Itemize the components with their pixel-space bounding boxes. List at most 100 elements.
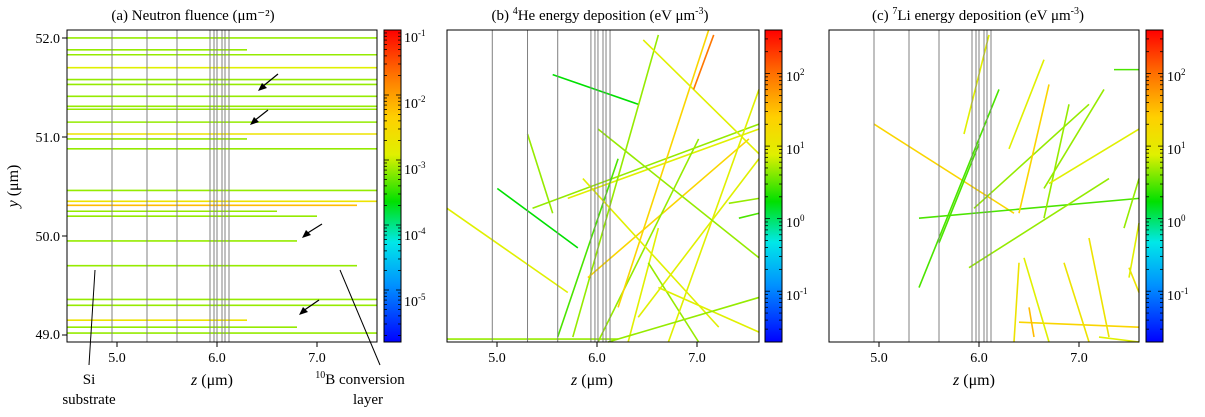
colorbar-tick-label: 10-5 bbox=[404, 292, 426, 310]
panel-a-x-axis-label: z (μm) bbox=[190, 372, 233, 389]
colorbar-c-minor-ticks bbox=[1146, 38, 1163, 343]
particle-track bbox=[667, 89, 760, 343]
x-tick-label: 7.0 bbox=[308, 351, 326, 366]
y-tick-label: 50.0 bbox=[36, 230, 61, 245]
y-tick-label: 51.0 bbox=[36, 131, 61, 146]
particle-track bbox=[1018, 321, 1140, 328]
panel-c-colorbar: 102 101 100 10-1 bbox=[1145, 29, 1189, 343]
particle-track bbox=[446, 207, 569, 294]
panel-c-x-axis: 5.0 6.0 7.0 z (μm) bbox=[870, 342, 1088, 389]
particle-track bbox=[918, 89, 1000, 288]
x-tick-label: 7.0 bbox=[688, 351, 706, 366]
x-tick-label: 6.0 bbox=[588, 351, 606, 366]
colorbar-tick-label: 10-1 bbox=[1167, 286, 1189, 304]
panel-b-title: (b) 4He energy deposition (eV μm-3) bbox=[491, 6, 708, 24]
particle-track bbox=[496, 187, 579, 249]
particle-track bbox=[582, 178, 720, 328]
panel-b-layer-boundaries bbox=[491, 30, 611, 342]
particle-track bbox=[692, 34, 715, 90]
panel-b-plot-frame bbox=[446, 29, 760, 343]
arrow-icon bbox=[258, 73, 279, 91]
panel-b-x-axis-label: z (μm) bbox=[570, 372, 613, 389]
conversion-layer-label: 10B conversion bbox=[315, 370, 405, 388]
colorbar-tick-label: 10-1 bbox=[404, 28, 426, 46]
arrow-icon bbox=[250, 109, 269, 125]
particle-track bbox=[597, 138, 700, 343]
particle-track bbox=[968, 177, 1110, 269]
si-substrate-label-line2: substrate bbox=[62, 392, 116, 408]
particle-track bbox=[1008, 59, 1045, 150]
panel-a-x-axis: 5.0 6.0 7.0 z (μm) bbox=[108, 342, 326, 389]
colorbar-c-gradient bbox=[1145, 29, 1164, 343]
particle-track bbox=[627, 227, 660, 343]
particle-track bbox=[532, 123, 760, 210]
x-tick-label: 6.0 bbox=[208, 351, 226, 366]
particle-track bbox=[728, 197, 760, 205]
panel-c-plot-frame bbox=[828, 29, 1140, 343]
colorbar-tick-label: 102 bbox=[786, 67, 805, 85]
x-tick-label: 7.0 bbox=[1070, 351, 1088, 366]
si-substrate-leader-line bbox=[88, 269, 96, 366]
particle-track bbox=[1088, 237, 1110, 338]
panel-a-y-axis-label: y (μm) bbox=[5, 165, 22, 210]
panel-a-layer-boundaries bbox=[111, 30, 230, 342]
particle-track bbox=[738, 212, 760, 219]
y-tick-label: 49.0 bbox=[36, 328, 61, 343]
particle-track bbox=[642, 39, 760, 155]
arrow-icon bbox=[299, 299, 320, 315]
colorbar-tick-label: 101 bbox=[786, 140, 805, 158]
panel-a-plot-frame bbox=[66, 29, 378, 343]
panel-c-title: (c) 7Li energy deposition (eV μm-3) bbox=[872, 6, 1084, 24]
panel-c: (c) 7Li energy deposition (eV μm-3) 5.0 … bbox=[828, 6, 1189, 389]
panel-a: (a) Neutron fluence (μm⁻²) 52.0 51.0 50.… bbox=[5, 8, 426, 408]
particle-track bbox=[938, 143, 980, 244]
particle-track bbox=[572, 34, 660, 338]
particle-track bbox=[567, 128, 760, 200]
particle-track bbox=[587, 138, 750, 279]
colorbar-tick-label: 100 bbox=[1167, 213, 1186, 231]
colorbar-tick-label: 10-2 bbox=[404, 94, 426, 112]
x-tick-label: 5.0 bbox=[870, 351, 888, 366]
colorbar-tick-label: 101 bbox=[1167, 140, 1186, 158]
x-tick-label: 5.0 bbox=[108, 351, 126, 366]
panel-a-title: (a) Neutron fluence (μm⁻²) bbox=[111, 8, 274, 24]
particle-track bbox=[637, 158, 760, 318]
panel-a-colorbar: 10-1 10-2 10-3 10-4 10-5 bbox=[383, 28, 426, 343]
panel-c-tracks bbox=[873, 34, 1140, 343]
particle-track bbox=[1048, 128, 1140, 185]
panel-c-x-axis-label: z (μm) bbox=[952, 372, 995, 389]
panel-a-y-axis: 52.0 51.0 50.0 49.0 y (μm) bbox=[5, 32, 67, 343]
y-tick-label: 52.0 bbox=[36, 32, 61, 47]
particle-track bbox=[607, 296, 760, 343]
particle-track bbox=[1063, 262, 1090, 343]
colorbar-b-minor-ticks bbox=[765, 38, 782, 343]
conversion-layer-leader-line bbox=[339, 269, 381, 366]
panel-b: (b) 4He energy deposition (eV μm-3) 5.0 … bbox=[446, 6, 808, 389]
particle-track bbox=[1028, 307, 1035, 338]
particle-track bbox=[1023, 257, 1050, 343]
panel-c-layer-boundaries bbox=[873, 30, 992, 342]
particle-track bbox=[552, 73, 639, 106]
x-tick-label: 5.0 bbox=[488, 351, 506, 366]
particle-track bbox=[617, 29, 710, 308]
panel-b-colorbar: 102 101 100 10-1 bbox=[764, 29, 808, 343]
panel-a-annotations: Si substrate 10B conversion layer bbox=[62, 73, 405, 408]
colorbar-a-minor-ticks bbox=[384, 29, 401, 336]
particle-track bbox=[597, 128, 760, 259]
colorbar-tick-label: 10-3 bbox=[404, 160, 426, 178]
particle-track bbox=[1013, 262, 1020, 343]
panel-b-x-axis: 5.0 6.0 7.0 z (μm) bbox=[488, 342, 706, 389]
x-tick-label: 6.0 bbox=[970, 351, 988, 366]
particle-track bbox=[1098, 336, 1140, 343]
particle-track bbox=[1123, 178, 1140, 229]
arrow-icon bbox=[302, 223, 323, 238]
panel-b-tracks bbox=[446, 29, 760, 343]
particle-track bbox=[658, 286, 760, 333]
particle-track bbox=[1018, 84, 1050, 214]
particle-track bbox=[526, 133, 554, 214]
particle-track bbox=[873, 123, 1015, 214]
particle-track bbox=[1128, 222, 1140, 278]
colorbar-b-gradient bbox=[764, 29, 783, 343]
colorbar-tick-label: 10-4 bbox=[404, 226, 426, 244]
conversion-layer-label-line2: layer bbox=[353, 392, 383, 408]
